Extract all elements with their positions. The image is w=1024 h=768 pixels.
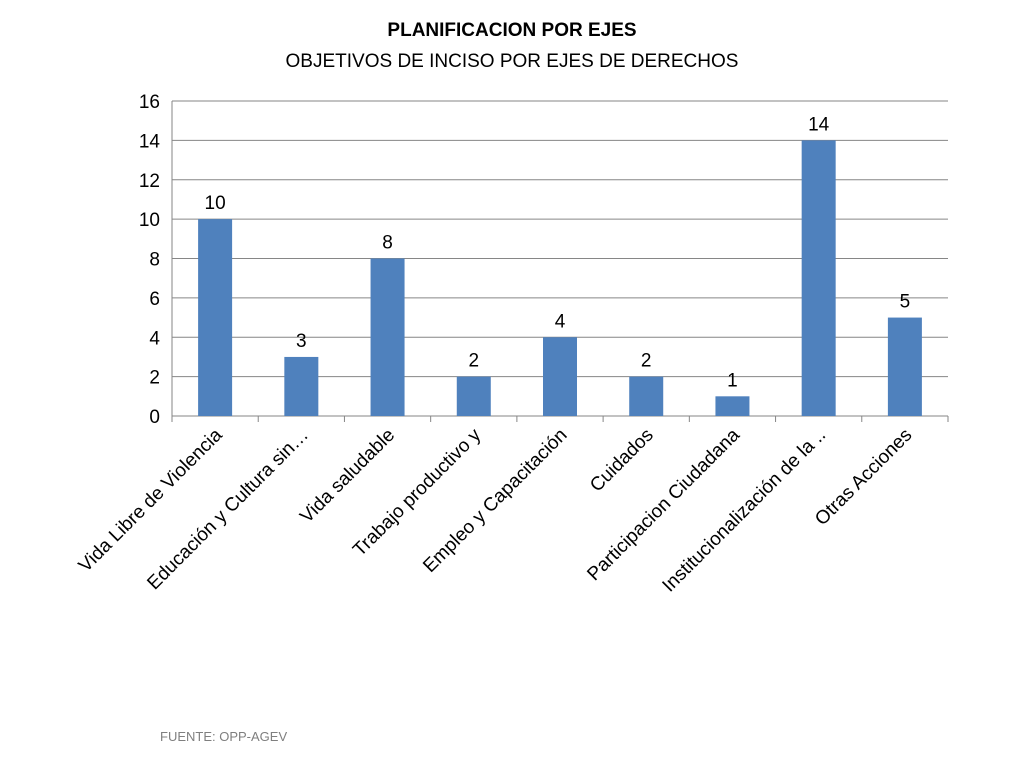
bar: [629, 376, 664, 416]
y-tick-label: 10: [139, 210, 160, 231]
data-label: 2: [641, 351, 652, 372]
category-label: Educación y Cultura sin…: [143, 425, 312, 594]
bar: [715, 396, 750, 416]
data-label: 4: [555, 311, 566, 332]
y-tick-label: 4: [149, 328, 160, 349]
y-tick-label: 14: [139, 131, 161, 152]
bar: [456, 376, 491, 416]
y-tick-label: 6: [149, 289, 160, 310]
bar: [801, 140, 836, 416]
data-label: 5: [900, 292, 911, 313]
category-label: Empleo y Capacitación: [419, 425, 571, 577]
y-tick-label: 8: [149, 250, 160, 271]
category-label: Vida Libre de Violencia: [75, 424, 227, 576]
chart-title: PLANIFICACION POR EJES: [387, 20, 637, 41]
data-label: 14: [808, 114, 830, 135]
bar: [887, 317, 922, 416]
bar: [198, 219, 233, 416]
data-label: 10: [205, 193, 226, 214]
bar: [370, 258, 405, 416]
y-tick-label: 12: [139, 171, 160, 192]
source-note: FUENTE: OPP-AGEV: [160, 729, 288, 744]
data-label: 3: [296, 331, 307, 352]
category-label: Cuidados: [586, 425, 658, 497]
chart-subtitle: OBJETIVOS DE INCISO POR EJES DE DERECHOS: [285, 51, 739, 72]
data-label: 2: [468, 351, 479, 372]
y-tick-label: 2: [149, 368, 160, 389]
data-label: 8: [382, 233, 393, 254]
y-tick-label: 0: [149, 407, 160, 428]
bar: [543, 337, 577, 416]
y-tick-label: 16: [139, 92, 160, 113]
bar: [284, 356, 319, 416]
category-label: Institucionalización de la ..: [659, 425, 831, 597]
category-label: Participacion Ciudadana: [583, 424, 744, 585]
data-label: 1: [727, 370, 738, 391]
